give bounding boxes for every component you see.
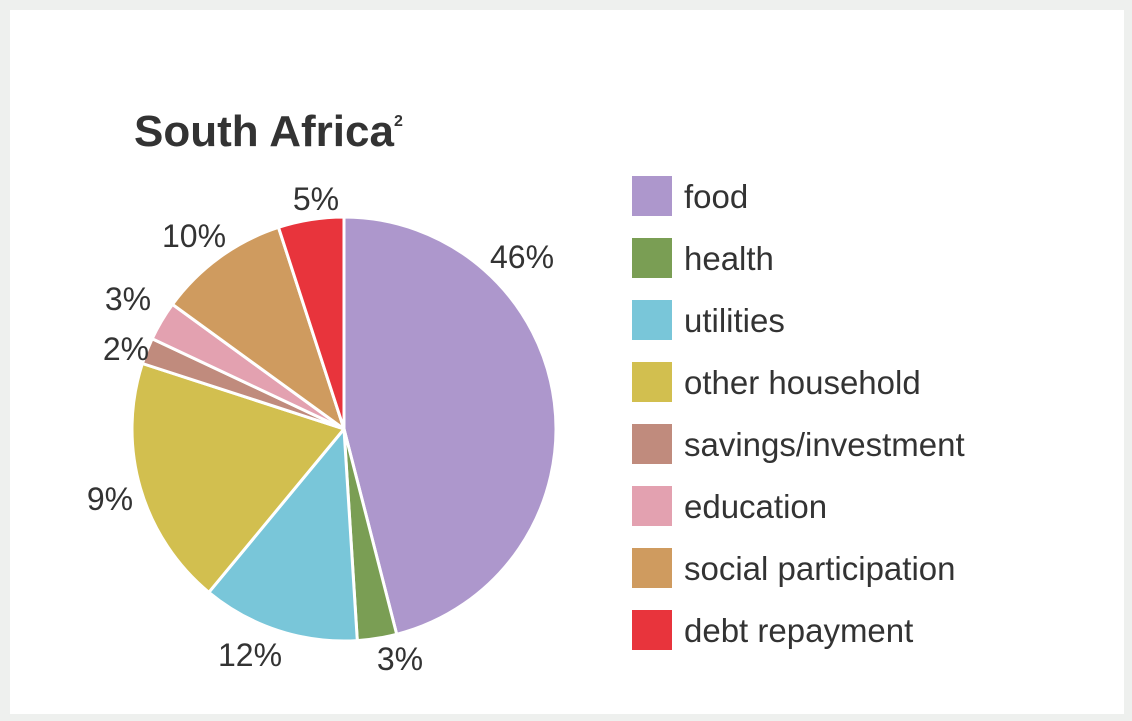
slice-label-social-participation: 10% xyxy=(162,218,226,254)
legend-swatch-education xyxy=(632,486,672,526)
legend-label-savings-investment: savings/investment xyxy=(684,426,965,463)
slice-label-utilities: 12% xyxy=(218,637,282,673)
legend-label-health: health xyxy=(684,240,774,277)
legend-label-education: education xyxy=(684,488,827,525)
legend-swatch-other-household xyxy=(632,362,672,402)
pie-slice-utilities xyxy=(207,427,359,643)
legend-swatch-debt-repayment xyxy=(632,610,672,650)
pie-slice-debt-repayment xyxy=(276,215,346,431)
slice-label-other-household: 9% xyxy=(87,481,133,517)
legend-label-social-participation: social participation xyxy=(684,550,955,587)
pie-slice-social-participation xyxy=(170,225,346,431)
pie-chart: South Africa2 46% 3% 12% 9% 2% 3% 10% 5% food he… xyxy=(87,107,965,677)
legend: food health utilities other household saving… xyxy=(632,176,965,650)
pie-slice-other-household xyxy=(130,361,346,594)
chart-card: South Africa2 46% 3% 12% 9% 2% 3% 10% 5% food he… xyxy=(10,10,1124,714)
legend-label-debt-repayment: debt repayment xyxy=(684,612,913,649)
slice-label-health: 3% xyxy=(377,641,423,677)
legend-label-utilities: utilities xyxy=(684,302,785,339)
chart-title: South Africa2 xyxy=(134,107,403,156)
legend-swatch-social-participation xyxy=(632,548,672,588)
chart-title-superscript: 2 xyxy=(394,113,403,130)
legend-label-food: food xyxy=(684,178,748,215)
pie-slice-food xyxy=(342,215,558,636)
legend-swatch-health xyxy=(632,238,672,278)
pie-labels: 46% 3% 12% 9% 2% 3% 10% 5% xyxy=(87,181,554,677)
chart-title-text: South Africa xyxy=(134,107,394,156)
legend-swatch-food xyxy=(632,176,672,216)
legend-label-other-household: other household xyxy=(684,364,921,401)
slice-label-food: 46% xyxy=(490,239,554,275)
slice-label-savings-investment: 2% xyxy=(103,331,149,367)
legend-swatch-savings-investment xyxy=(632,424,672,464)
legend-swatch-utilities xyxy=(632,300,672,340)
slice-label-education: 3% xyxy=(105,281,151,317)
pie-slices xyxy=(130,215,558,643)
slice-label-debt-repayment: 5% xyxy=(293,181,339,217)
